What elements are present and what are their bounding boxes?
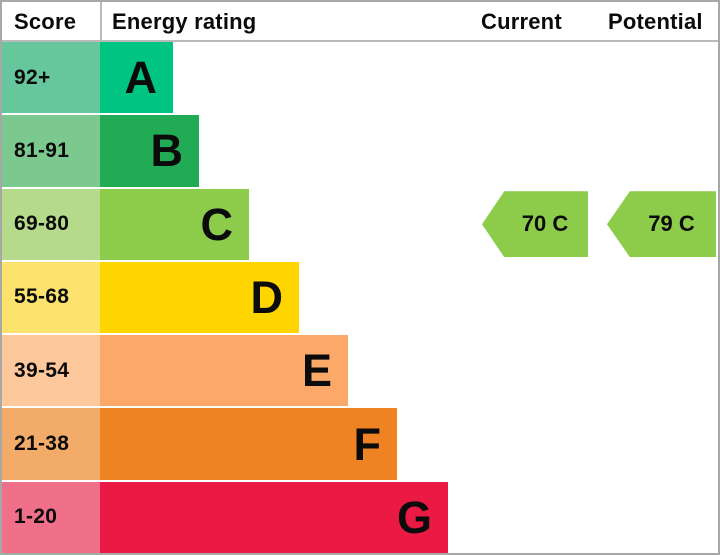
rating-bar: B <box>100 115 199 187</box>
rating-row-c: 69-80 C <box>2 188 718 260</box>
score-range: 81-91 <box>2 115 100 187</box>
rating-rows: 92+ A 81-91 B 69-80 C 55-68 D 39-54 E 21… <box>2 42 718 553</box>
rating-row-f: 21-38 F <box>2 408 718 480</box>
rating-letter: F <box>353 418 382 470</box>
chart-header: Score Energy rating Current Potential <box>2 2 718 42</box>
rating-bar: C <box>100 188 249 260</box>
rating-letter: B <box>150 125 184 177</box>
score-range: 92+ <box>2 42 100 114</box>
current-rating-label: 70 C <box>521 211 569 237</box>
potential-rating-arrow: 79 C <box>607 191 716 258</box>
score-range: 55-68 <box>2 261 100 334</box>
rating-bar: F <box>100 408 397 480</box>
rating-letter: G <box>396 491 432 543</box>
score-range: 69-80 <box>2 188 100 260</box>
rating-bar: G <box>100 481 448 553</box>
rating-row-b: 81-91 B <box>2 115 718 187</box>
rating-row-d: 55-68 D <box>2 261 718 334</box>
header-potential: Potential <box>608 9 703 34</box>
header-current: Current <box>481 9 562 34</box>
rating-letter: C <box>200 198 234 250</box>
rating-letter: E <box>301 345 332 397</box>
rating-letter: A <box>124 52 158 104</box>
score-range: 1-20 <box>2 481 100 553</box>
rating-row-a: 92+ A <box>2 42 718 114</box>
rating-bar: E <box>100 335 348 407</box>
header-score: Score <box>14 9 77 34</box>
rating-bar: D <box>100 261 299 334</box>
rating-bar: A <box>100 42 173 114</box>
score-range: 21-38 <box>2 408 100 480</box>
rating-row-g: 1-20 G <box>2 481 718 553</box>
rating-letter: D <box>250 271 284 323</box>
header-energy-rating: Energy rating <box>112 9 257 34</box>
potential-rating-label: 79 C <box>648 211 695 237</box>
rating-row-e: 39-54 E <box>2 335 718 407</box>
divider-score-energy <box>100 2 102 40</box>
score-range: 39-54 <box>2 335 100 407</box>
current-rating-arrow: 70 C <box>482 191 588 258</box>
